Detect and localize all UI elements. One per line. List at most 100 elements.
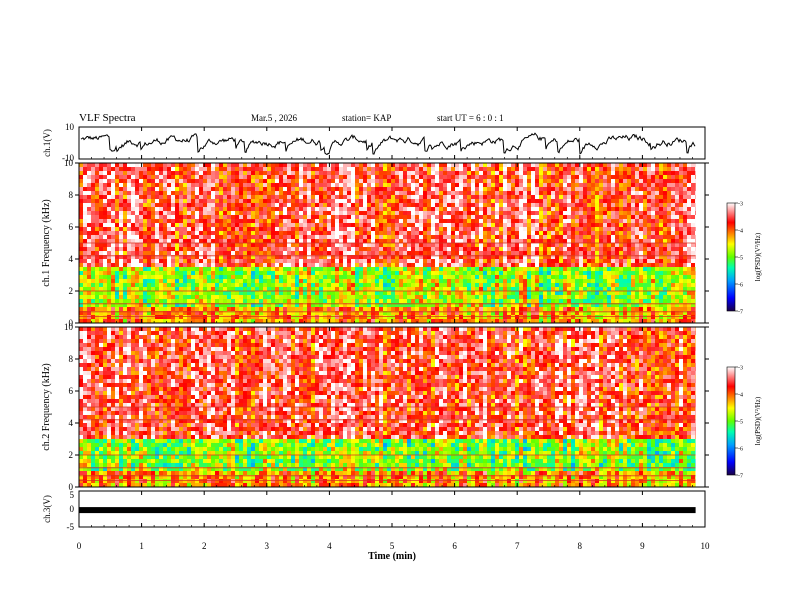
spectrogram-cell (563, 207, 567, 211)
spectrogram-cell (91, 307, 95, 311)
spectrogram-cell (515, 311, 519, 315)
spectrogram-cell (379, 171, 383, 175)
spectrogram-cell (379, 227, 383, 231)
spectrogram-cell (311, 263, 315, 267)
spectrogram-cell (287, 227, 291, 231)
spectrogram-cell (487, 239, 491, 243)
spectrogram-cell (411, 311, 415, 315)
spectrogram-cell (411, 303, 415, 307)
spectrogram-cell (507, 223, 511, 227)
spectrogram-cell (151, 279, 155, 283)
spectrogram-cell (531, 187, 535, 191)
spectrogram-cell (355, 219, 359, 223)
spectrogram-cell (255, 295, 259, 299)
spectrogram-cell (427, 163, 431, 167)
spectrogram-cell (503, 167, 507, 171)
spectrogram-cell (203, 191, 207, 195)
spectrogram-cell (531, 211, 535, 215)
spectrogram-cell (231, 247, 235, 251)
spectrogram-cell (415, 275, 419, 279)
spectrogram-cell (211, 191, 215, 195)
spectrogram-cell (427, 211, 431, 215)
spectrogram-cell (547, 275, 551, 279)
spectrogram-cell (523, 239, 527, 243)
spectrogram-cell (567, 215, 571, 219)
spectrogram-cell (263, 203, 267, 207)
spectrogram-cell (227, 239, 231, 243)
spectrogram-cell (519, 259, 523, 263)
spectrogram-cell (523, 287, 527, 291)
spectrogram-cell (371, 171, 375, 175)
spectrogram-cell (171, 207, 175, 211)
spectrogram-cell (427, 259, 431, 263)
spectrogram-cell (403, 295, 407, 299)
spectrogram-cell (211, 275, 215, 279)
spectrogram-cell (555, 199, 559, 203)
spectrogram-cell (495, 167, 499, 171)
spectrogram-cell (395, 275, 399, 279)
spectrogram-cell (555, 275, 559, 279)
spectrogram-cell (451, 235, 455, 239)
spectrogram-cell (551, 167, 555, 171)
spectrogram-cell (319, 299, 323, 303)
spectrogram-cell (287, 267, 291, 271)
spectrogram-cell (359, 183, 363, 187)
spectrogram-cell (247, 295, 251, 299)
spectrogram-cell (291, 319, 295, 323)
spectrogram-cell (431, 175, 435, 179)
spectrogram-cell (403, 239, 407, 243)
spectrogram-cell (295, 299, 299, 303)
spectrogram-cell (443, 163, 447, 167)
spectrogram-cell (255, 235, 259, 239)
spectrogram-cell (239, 235, 243, 239)
spectrogram-cell (503, 211, 507, 215)
spectrogram-cell (267, 215, 271, 219)
spectrogram-cell (467, 227, 471, 231)
spectrogram-cell (391, 243, 395, 247)
spectrogram-cell (399, 207, 403, 211)
spectrogram-cell (295, 199, 299, 203)
spectrogram-cell (447, 215, 451, 219)
spectrogram-cell (411, 319, 415, 323)
spectrogram-cell (283, 255, 287, 259)
spectrogram-cell (479, 311, 483, 315)
spectrogram-cell (155, 231, 159, 235)
spectrogram-cell (491, 299, 495, 303)
spectrogram-cell (235, 287, 239, 291)
spectrogram-cell (475, 199, 479, 203)
spectrogram-cell (155, 219, 159, 223)
spectrogram-cell (311, 175, 315, 179)
spectrogram-cell (183, 283, 187, 287)
spectrogram-cell (235, 251, 239, 255)
spectrogram-cell (231, 275, 235, 279)
spectrogram-cell (251, 215, 255, 219)
spectrogram-cell (119, 239, 123, 243)
spectrogram-cell (491, 231, 495, 235)
spectrogram-cell (99, 187, 103, 191)
spectrogram-cell (471, 211, 475, 215)
spectrogram-cell (423, 187, 427, 191)
spectrogram-cell (363, 279, 367, 283)
spectrogram-cell (179, 195, 183, 199)
spectrogram-cell (239, 227, 243, 231)
spectrogram-cell (143, 223, 147, 227)
spectrogram-cell (355, 283, 359, 287)
spectrogram-cell (535, 207, 539, 211)
spectrogram-cell (267, 303, 271, 307)
spectrogram-cell (495, 171, 499, 175)
spectrogram-cell (443, 251, 447, 255)
spectrogram-cell (139, 283, 143, 287)
spectrogram-cell (443, 207, 447, 211)
spectrogram-cell (543, 239, 547, 243)
spectrogram-cell (295, 219, 299, 223)
spectrogram-cell (507, 255, 511, 259)
spectrogram-cell (463, 283, 467, 287)
spectrogram-cell (531, 175, 535, 179)
spectrogram-cell (531, 243, 535, 247)
spectrogram-cell (531, 307, 535, 311)
spectrogram-cell (99, 299, 103, 303)
spectrogram-cell (79, 175, 83, 179)
spectrogram-cell (111, 303, 115, 307)
spectrogram-cell (487, 267, 491, 271)
spectrogram-cell (259, 223, 263, 227)
